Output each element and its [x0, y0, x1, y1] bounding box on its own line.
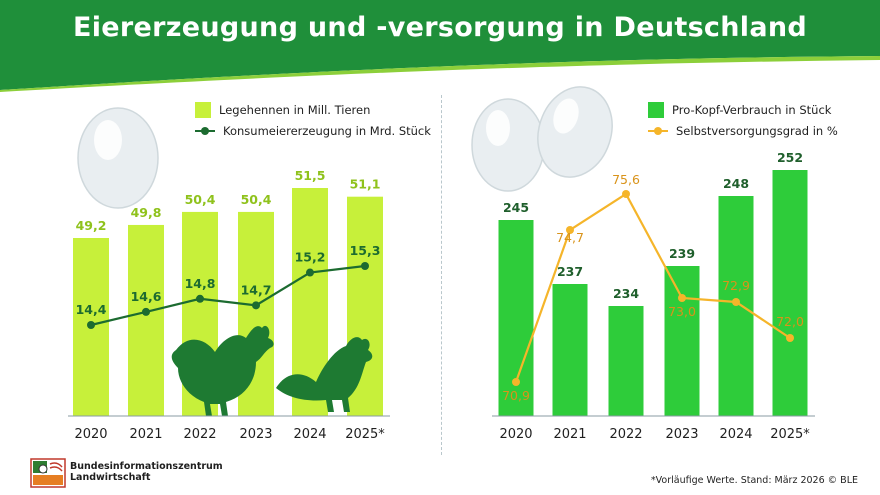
- point-label-production-2021: 14,6: [131, 289, 162, 304]
- point-label-selfsufficiency-2025*: 72,0: [776, 314, 804, 329]
- legend-swatch-production: [195, 124, 215, 138]
- line-production: [90, 264, 366, 327]
- legend-swatch-hens: [195, 102, 211, 118]
- point-production-2022: [196, 294, 204, 303]
- legend-swatch-selfsufficiency: [648, 124, 668, 138]
- hen-icon: [276, 337, 373, 412]
- header-banner: [0, 0, 880, 92]
- legend-item-production: Konsumeiererzeugung in Mrd. Stück: [195, 124, 431, 138]
- logo-line-2: Landwirtschaft: [70, 472, 151, 483]
- x-tick-right-2024: 2024: [719, 427, 752, 442]
- bar-consumption-2021: [552, 284, 588, 416]
- bar-label-consumption-2022: 234: [613, 286, 639, 301]
- bar-label-hens-2020: 49,2: [76, 218, 107, 233]
- x-tick-right-2021: 2021: [553, 427, 586, 442]
- point-label-selfsufficiency-2020: 70,9: [502, 388, 530, 403]
- point-selfsufficiency-2020: [512, 378, 520, 386]
- point-label-selfsufficiency-2021: 74,7: [556, 230, 584, 245]
- legend-item-selfsufficiency: Selbstversorgungsgrad in %: [648, 124, 838, 138]
- bar-label-hens-2024: 51,5: [295, 168, 326, 183]
- legend-swatch-consumption: [648, 102, 664, 118]
- point-label-production-2023: 14,7: [241, 282, 272, 297]
- bar-label-consumption-2021: 237: [557, 264, 583, 279]
- x-tick-right-2022: 2022: [609, 427, 642, 442]
- x-tick-right-2023: 2023: [665, 427, 698, 442]
- point-production-2025*: [361, 262, 369, 270]
- point-label-production-2020: 14,4: [76, 302, 107, 317]
- line-selfsufficiency: [514, 192, 791, 383]
- legend-item-hens: Legehennen in Mill. Tieren: [195, 102, 370, 118]
- legend-left: Legehennen in Mill. Tieren Konsumeiererz…: [195, 102, 435, 142]
- x-tick-left-2022: 2022: [183, 427, 216, 442]
- x-tick-left-2024: 2024: [293, 427, 326, 442]
- point-label-production-2022: 14,8: [185, 276, 216, 291]
- bar-label-consumption-2020: 245: [503, 200, 529, 215]
- x-tick-left-2023: 2023: [239, 427, 272, 442]
- x-tick-left-2021: 2021: [129, 427, 162, 442]
- legend-right: Pro-Kopf-Verbrauch in Stück Selbstversor…: [648, 102, 873, 142]
- bar-label-hens-2025*: 51,1: [350, 177, 381, 192]
- legend-label-hens: Legehennen in Mill. Tieren: [219, 103, 371, 117]
- point-production-2023: [252, 301, 260, 310]
- point-label-selfsufficiency-2024: 72,9: [722, 278, 750, 293]
- x-tick-right-2025*: 2025*: [770, 427, 810, 442]
- chart-divider: [441, 95, 442, 455]
- x-tick-left-2025*: 2025*: [345, 427, 385, 442]
- bar-consumption-2025*: [772, 170, 808, 416]
- point-selfsufficiency-2025*: [786, 334, 794, 342]
- point-label-production-2025*: 15,3: [350, 243, 381, 258]
- chart-left: 49,2 49,8 50,4 50,4 51,5 51,1 14,4 14,6 14,8 14,7…: [68, 107, 390, 442]
- bar-label-hens-2021: 49,8: [131, 205, 162, 220]
- bar-label-hens-2022: 50,4: [185, 192, 216, 207]
- page-title: Eiererzeugung und -versorgung in Deutsch…: [73, 12, 807, 43]
- point-production-2024: [306, 268, 314, 277]
- egg-illustration-right: [471, 86, 613, 192]
- legend-item-consumption: Pro-Kopf-Verbrauch in Stück: [648, 102, 831, 118]
- point-selfsufficiency-2023: [678, 294, 686, 302]
- logo-line-1: Bundesinformationszentrum: [70, 461, 223, 472]
- point-label-selfsufficiency-2022: 75,6: [612, 172, 640, 187]
- bar-hens-2021: [128, 224, 164, 416]
- legend-label-consumption: Pro-Kopf-Verbrauch in Stück: [672, 103, 832, 117]
- bar-label-hens-2023: 50,4: [241, 192, 272, 207]
- egg-illustration-left: [77, 107, 159, 209]
- bar-consumption-2023: [664, 266, 700, 416]
- point-label-selfsufficiency-2023: 73,0: [668, 304, 696, 319]
- bar-label-consumption-2024: 248: [723, 176, 749, 191]
- logo-text: Bundesinformationszentrum Landwirtschaft: [70, 461, 223, 483]
- footnote: *Vorläufige Werte. Stand: März 2026 © BL…: [650, 475, 858, 486]
- ble-logo: [30, 458, 66, 488]
- point-selfsufficiency-2022: [622, 190, 630, 198]
- point-production-2021: [142, 307, 150, 316]
- point-label-production-2024: 15,2: [295, 250, 326, 265]
- legend-label-selfsufficiency: Selbstversorgungsgrad in %: [676, 124, 838, 138]
- rooster-icon: [171, 325, 274, 416]
- bar-label-consumption-2025*: 252: [777, 150, 803, 165]
- point-selfsufficiency-2021: [566, 226, 574, 234]
- x-tick-left-2020: 2020: [74, 427, 107, 442]
- bar-label-consumption-2023: 239: [669, 246, 695, 261]
- bar-consumption-2020: [498, 220, 534, 416]
- point-selfsufficiency-2024: [732, 298, 740, 306]
- bar-consumption-2022: [608, 306, 644, 416]
- chart-right: 245 237 234 239 248 252 70,9 74,7 75,6 73,0 72,9 72…: [471, 86, 815, 442]
- point-production-2020: [87, 321, 95, 329]
- legend-label-production: Konsumeiererzeugung in Mrd. Stück: [223, 124, 431, 138]
- x-tick-right-2020: 2020: [499, 427, 532, 442]
